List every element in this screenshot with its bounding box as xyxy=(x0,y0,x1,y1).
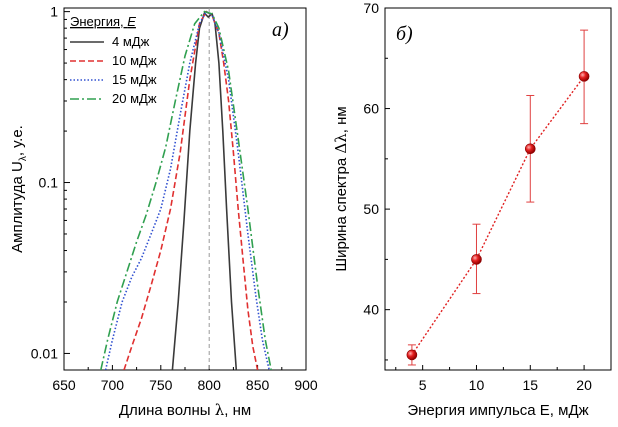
y-tick-label: 0.1 xyxy=(39,175,59,191)
y-tick-label: 50 xyxy=(363,201,379,217)
data-point xyxy=(471,254,482,265)
trend-line xyxy=(411,75,585,356)
legend-entry-4: 20 мДж xyxy=(112,91,157,106)
x-axis-label: Энергия импульса Е, мДж xyxy=(407,402,588,419)
x-tick-label: 10 xyxy=(469,377,485,393)
y-axis-label: Ширина спектра Δλ, нм xyxy=(332,106,350,271)
data-point xyxy=(524,143,536,155)
x-tick-label: 15 xyxy=(522,377,538,393)
data-point xyxy=(578,71,590,82)
data-point xyxy=(406,349,418,361)
x-tick-label: 700 xyxy=(101,377,125,393)
x-tick-label: 900 xyxy=(294,377,318,393)
spectrum-line-4 xyxy=(100,10,272,370)
y-tick-label: 60 xyxy=(363,101,379,117)
spectrum-marks: 650 700 750 800 850 900 0.01 0.1 1 xyxy=(31,4,318,393)
x-tick-label: 5 xyxy=(419,377,427,393)
legend-entry-3: 15 мДж xyxy=(112,72,157,87)
x-tick-label: 20 xyxy=(576,377,592,393)
spectrum-panel: 650 700 750 800 850 900 0.01 0.1 1 а) Длина волн… xyxy=(9,4,318,419)
panel-label-a: а) xyxy=(272,19,289,41)
y-tick-label: 1 xyxy=(50,4,58,20)
spectrum-line-1 xyxy=(171,11,238,370)
x-tick-label: 850 xyxy=(246,377,270,393)
y-tick-label: 0.01 xyxy=(31,345,58,361)
x-tick-label: 800 xyxy=(198,377,222,393)
width-marks: 5 10 15 20 40 50 60 70 xyxy=(363,0,592,393)
y-tick-label: 70 xyxy=(363,0,379,16)
width-panel: 5 10 15 20 40 50 60 70 б) Энергия импульса Е, м… xyxy=(332,0,612,419)
legend: Энергия, E 4 мДж 10 мДж 15 мДж 20 мДж xyxy=(70,14,157,106)
spectrum-line-3 xyxy=(104,10,270,370)
x-tick-label: 650 xyxy=(52,377,76,393)
x-axis-label: Длина волны λ, нм xyxy=(119,401,251,419)
x-tick-label: 750 xyxy=(149,377,173,393)
legend-entry-2: 10 мДж xyxy=(112,53,157,68)
y-tick-label: 40 xyxy=(363,302,379,318)
plot-area-frame xyxy=(384,7,612,371)
legend-entry-1: 4 мДж xyxy=(112,34,150,49)
panel-label-b: б) xyxy=(396,23,413,45)
legend-title: Энергия, E xyxy=(70,14,136,29)
plot-area-frame xyxy=(63,7,307,371)
y-axis-label: Амплитуда Uλ, у.е. xyxy=(9,125,29,253)
